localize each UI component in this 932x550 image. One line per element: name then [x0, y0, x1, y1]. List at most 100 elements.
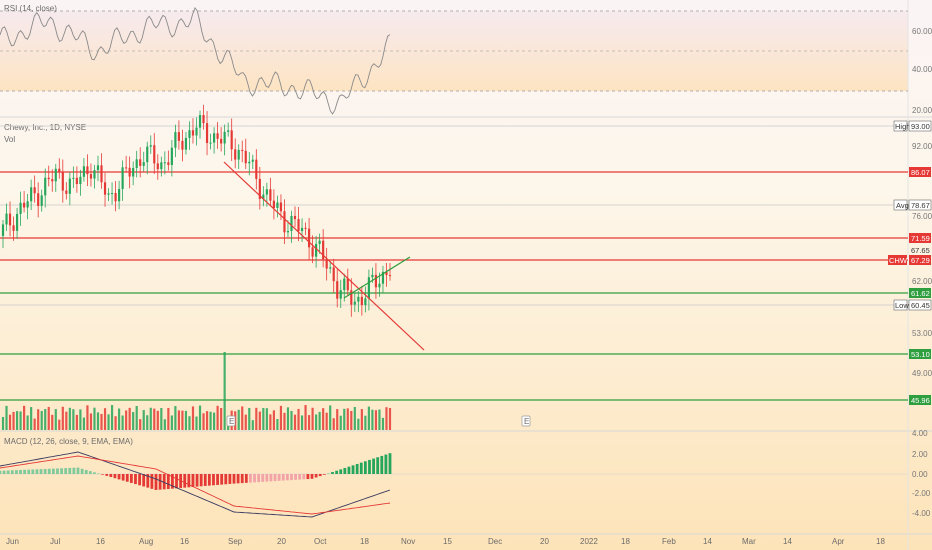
candle-body [65, 190, 68, 194]
macd-histogram-bar [138, 474, 141, 486]
macd-histogram-bar [76, 467, 80, 474]
candle-body [125, 167, 128, 169]
volume-bar [93, 407, 96, 430]
candle-body [205, 123, 209, 143]
candle-body [160, 162, 163, 170]
time-axis-label: Sep [228, 537, 243, 546]
macd-histogram-bar [253, 474, 256, 483]
time-axis-label: 16 [96, 537, 105, 546]
macd-histogram-bar [220, 474, 224, 485]
volume-bar [146, 415, 149, 430]
macd-histogram-bar [388, 453, 392, 474]
candle-body [156, 163, 159, 170]
resistance-tag-71: 71.59 [909, 233, 931, 243]
candle-body [132, 167, 135, 177]
volume-bar [283, 412, 286, 430]
volume-bar [15, 411, 19, 430]
candle-body [244, 150, 247, 164]
volume-bar [213, 412, 216, 430]
macd-histogram-bar [47, 468, 51, 474]
candle-body [100, 165, 103, 183]
macd-histogram-bar [216, 474, 219, 485]
macd-tick-2: 2.00 [912, 450, 928, 459]
price-tick-53: 53.00 [912, 329, 932, 338]
volume-bar [286, 407, 290, 430]
macd-histogram-bar [203, 474, 207, 486]
volume-bar [96, 412, 100, 430]
candle-body [47, 177, 50, 180]
svg-text:E: E [229, 417, 234, 426]
volume-bar [121, 415, 124, 430]
macd-histogram-bar [2, 470, 6, 474]
candle-body [336, 281, 339, 299]
volume-bar [33, 418, 36, 430]
volume-bar [184, 410, 188, 430]
uptrend-line [343, 256, 411, 299]
price-tick-76: 76.00 [912, 212, 932, 221]
macd-histogram-bar [171, 474, 174, 489]
volume-bar [269, 414, 272, 430]
svg-text:67.29: 67.29 [911, 256, 930, 265]
macd-histogram-bar [265, 474, 269, 482]
volume-bar [350, 410, 353, 430]
volume-bar [223, 352, 226, 430]
candle-body [213, 133, 216, 143]
candle-body [237, 149, 240, 160]
candle-body [357, 296, 360, 302]
macd-histogram-bar [117, 474, 121, 480]
candle-body [350, 290, 353, 305]
volume-bar [128, 407, 131, 430]
candle-body [332, 267, 335, 282]
candle-body [26, 201, 29, 208]
svg-text:Low: Low [895, 301, 909, 310]
volume-bar [86, 405, 89, 430]
time-axis-label: Jun [6, 537, 19, 546]
volume-bar [374, 410, 378, 430]
macd-histogram-bar [150, 474, 154, 489]
volume-bar [51, 414, 54, 430]
volume-bar [72, 409, 75, 430]
volume-bar [385, 407, 388, 430]
time-axis-label: Apr [832, 537, 845, 546]
earnings-marker-1[interactable]: E [226, 415, 236, 427]
volume-bar [329, 405, 332, 430]
svg-text:61.62: 61.62 [911, 289, 930, 298]
candle-body [89, 174, 93, 179]
volume-bar [61, 406, 64, 430]
candle-body [33, 187, 36, 194]
rsi-band-background [0, 11, 908, 91]
macd-histogram-bar [109, 474, 113, 478]
macd-histogram-bar [232, 474, 236, 484]
candle-body [364, 298, 367, 306]
candle-body [374, 274, 378, 288]
volume-bar [181, 410, 184, 430]
candle-body [378, 283, 381, 288]
macd-histogram-bar [368, 459, 371, 474]
candle-body [44, 177, 47, 196]
volume-bar [114, 416, 117, 430]
earnings-marker-2[interactable]: E [521, 415, 531, 427]
candle-body [265, 189, 268, 195]
svg-text:High: High [895, 122, 910, 131]
candle-body [234, 149, 237, 160]
volume-bar [37, 409, 40, 430]
price-tick-92: 92.00 [912, 142, 932, 151]
candle-body [307, 228, 311, 248]
macd-tick-m4: -4.00 [912, 509, 931, 518]
volume-bar [75, 414, 78, 430]
candle-body [19, 202, 22, 214]
macd-histogram-bar [372, 458, 375, 474]
volume-bar [103, 408, 107, 430]
candle-body [128, 167, 131, 177]
macd-histogram-bar [240, 474, 244, 484]
rsi-tick-60: 60.00 [912, 27, 932, 36]
macd-histogram-bar [129, 474, 133, 483]
last-price-tag: 67.65 [911, 246, 930, 255]
price-pane: Chewy, Inc., 1D, NYSE Vol E E 92.00 76.0… [0, 104, 932, 430]
candle-body [346, 278, 349, 291]
candle-body [40, 195, 43, 206]
volume-bar [68, 407, 71, 430]
macd-histogram-bar [290, 474, 293, 481]
volume-bar [89, 413, 93, 430]
volume-bar [40, 410, 43, 430]
